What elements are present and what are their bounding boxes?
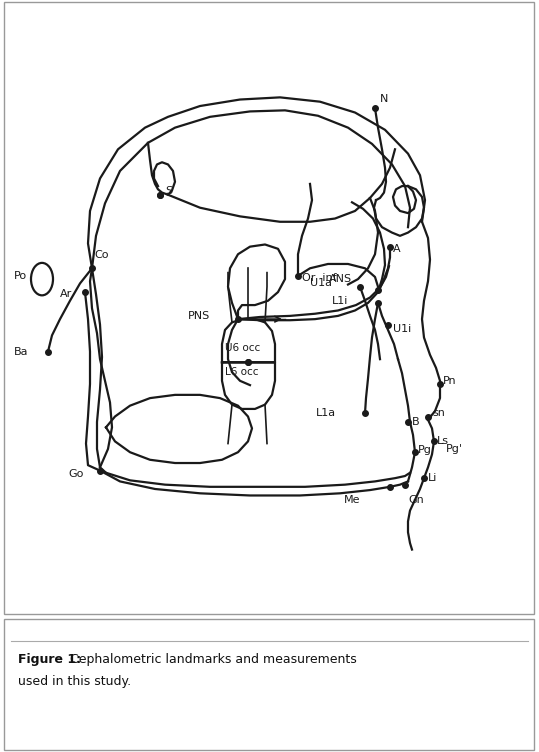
Text: Pn: Pn <box>443 376 457 386</box>
Text: Po: Po <box>14 271 27 280</box>
Text: sn: sn <box>432 408 445 418</box>
Text: U1i: U1i <box>393 324 411 334</box>
Text: Ba: Ba <box>14 347 29 356</box>
Text: Ar: Ar <box>60 290 72 299</box>
Text: Co: Co <box>94 250 108 259</box>
Text: L6 occ: L6 occ <box>225 367 259 378</box>
Text: Pg': Pg' <box>446 444 463 454</box>
Text: Go: Go <box>68 468 84 479</box>
Text: Gn: Gn <box>408 496 424 505</box>
Text: L1i: L1i <box>331 296 348 306</box>
Text: N: N <box>380 94 389 104</box>
Text: U6 occ: U6 occ <box>225 344 260 353</box>
Text: Cephalometric landmarks and measurements: Cephalometric landmarks and measurements <box>70 653 357 666</box>
Text: Or  inf: Or inf <box>302 273 337 283</box>
Text: Me: Me <box>343 496 360 505</box>
Text: S: S <box>165 186 172 196</box>
Text: Ls: Ls <box>437 436 449 447</box>
Text: L1a: L1a <box>316 408 336 418</box>
Text: Pg: Pg <box>418 445 432 455</box>
Text: ANS: ANS <box>329 274 352 284</box>
Text: Figure 1:: Figure 1: <box>18 653 81 666</box>
Text: PNS: PNS <box>188 311 210 321</box>
Text: Li: Li <box>428 473 437 484</box>
Text: used in this study.: used in this study. <box>18 675 131 688</box>
Text: U1a: U1a <box>310 278 332 289</box>
Text: A: A <box>393 244 400 254</box>
Text: B: B <box>412 417 420 427</box>
